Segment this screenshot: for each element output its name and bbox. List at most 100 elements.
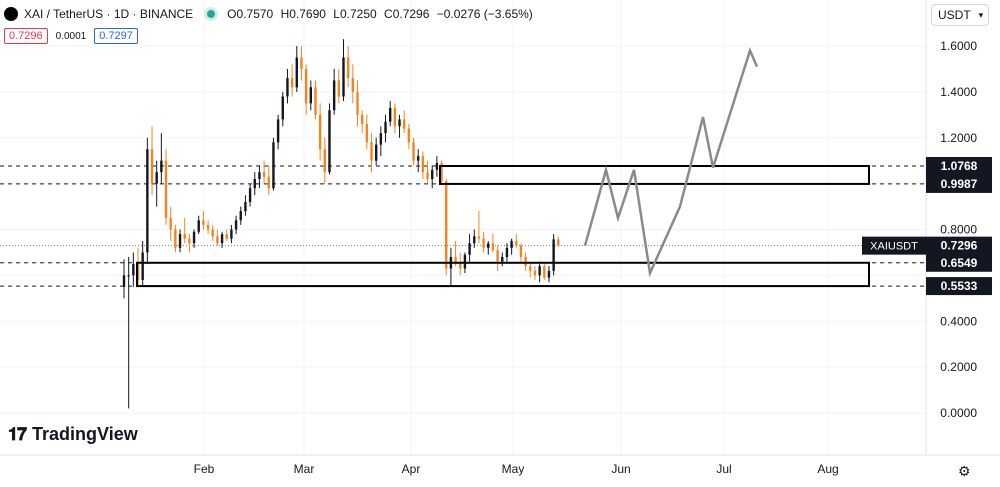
candle-body bbox=[155, 172, 158, 184]
settings-gear-icon[interactable]: ⚙ bbox=[958, 463, 971, 479]
candle-body bbox=[248, 188, 252, 202]
chart-header: XAI / TetherUS · 1D · BINANCE O0.7570 H0… bbox=[4, 4, 537, 24]
projection-path[interactable] bbox=[583, 47, 759, 278]
buy-price-button[interactable]: 0.7297 bbox=[94, 28, 138, 44]
price-label-text: 0.6549 bbox=[941, 256, 978, 270]
candle-body bbox=[146, 149, 149, 253]
sell-price-button[interactable]: 0.7296 bbox=[4, 28, 48, 44]
candle-body bbox=[337, 80, 341, 97]
currency-selector[interactable]: USDT ▾ bbox=[931, 4, 989, 26]
price-label-box bbox=[926, 277, 992, 296]
candle-body bbox=[258, 172, 261, 180]
close-value: 0.7296 bbox=[392, 7, 430, 21]
price-label-text: 0.7296 bbox=[941, 239, 978, 253]
candle-body bbox=[342, 57, 345, 97]
candle-body bbox=[515, 240, 518, 246]
candle-body bbox=[272, 142, 275, 189]
candle-body bbox=[332, 80, 336, 111]
candle-body bbox=[174, 229, 177, 248]
support-zone[interactable] bbox=[136, 261, 870, 288]
candle-body bbox=[538, 266, 541, 276]
vertical-grid bbox=[203, 0, 829, 455]
candle-body bbox=[290, 78, 294, 88]
candle-body bbox=[533, 270, 537, 276]
candle-body bbox=[379, 133, 383, 145]
ohlc-values: O0.7570 H0.7690 L0.7250 C0.7296 −0.0276 … bbox=[227, 7, 537, 21]
low-label: L bbox=[333, 7, 340, 21]
time-tick-label: May bbox=[502, 462, 525, 476]
candle-body bbox=[202, 220, 205, 225]
candle-body bbox=[445, 181, 448, 269]
candle-body bbox=[276, 119, 280, 143]
tradingview-logo[interactable]: 𝟏𝟕 TradingView bbox=[8, 424, 138, 445]
resistance-zone[interactable] bbox=[439, 165, 870, 185]
candle-body bbox=[487, 243, 490, 248]
candle-body bbox=[552, 239, 555, 271]
candle-body bbox=[206, 224, 210, 230]
projection-line[interactable] bbox=[583, 47, 759, 278]
candle-body bbox=[496, 250, 499, 262]
candle-body bbox=[491, 243, 495, 251]
candle-body bbox=[239, 211, 242, 221]
candle-body bbox=[314, 87, 317, 115]
candle-body bbox=[468, 243, 471, 255]
candle-body bbox=[393, 107, 397, 127]
price-tick-label: 0.8000 bbox=[940, 223, 977, 237]
time-tick-label: Jul bbox=[716, 462, 731, 476]
candle-body bbox=[388, 107, 392, 122]
market-status-icon bbox=[207, 10, 216, 18]
candle-body bbox=[459, 261, 462, 269]
candle-body bbox=[160, 160, 163, 173]
price-label-box bbox=[926, 253, 992, 272]
candle-body bbox=[183, 234, 186, 239]
close-label: C bbox=[384, 7, 393, 21]
candle-body bbox=[370, 142, 373, 161]
high-label: H bbox=[280, 7, 290, 21]
candle-body bbox=[141, 252, 144, 280]
candle-body bbox=[360, 114, 364, 124]
price-label-text: 1.0768 bbox=[941, 159, 978, 173]
candle-body bbox=[407, 128, 411, 143]
price-tick-label: 1.4000 bbox=[940, 85, 977, 99]
time-tick-label: Apr bbox=[402, 462, 421, 476]
candle-body bbox=[136, 263, 140, 280]
candle-body bbox=[346, 57, 350, 79]
candle-body bbox=[216, 236, 219, 244]
candle-body bbox=[253, 179, 256, 189]
time-tick-label: Mar bbox=[294, 462, 315, 476]
candle-body bbox=[529, 266, 532, 271]
candle-body bbox=[510, 240, 513, 248]
price-labels: 1.0768 0.9987 XAIUSDT 0.7296 0.6549 0.5533 bbox=[862, 157, 992, 296]
candle-body bbox=[356, 91, 359, 115]
candle-body bbox=[412, 142, 415, 161]
candle-body bbox=[300, 57, 303, 69]
candle-body bbox=[421, 156, 425, 173]
spread-value: 0.0001 bbox=[55, 30, 87, 42]
symbol-title[interactable]: XAI / TetherUS · 1D · BINANCE bbox=[24, 7, 194, 21]
price-tick-label: 1.6000 bbox=[940, 39, 977, 53]
time-tick-label: Feb bbox=[194, 462, 215, 476]
candle-body bbox=[454, 257, 457, 262]
time-axis[interactable]: Feb Mar Apr May Jun Jul Aug bbox=[194, 462, 839, 476]
candles bbox=[122, 39, 560, 409]
price-zones[interactable] bbox=[136, 165, 870, 288]
candle-body bbox=[127, 275, 130, 277]
candle-body bbox=[463, 254, 467, 269]
currency-label: USDT bbox=[938, 8, 971, 22]
candle-body bbox=[482, 238, 485, 248]
candle-body bbox=[384, 121, 387, 134]
candle-body bbox=[323, 149, 327, 173]
candle-body bbox=[295, 57, 298, 88]
candle-body bbox=[304, 68, 308, 104]
price-tick-label: 0.4000 bbox=[940, 314, 977, 328]
candle-body bbox=[286, 78, 289, 97]
candle-body bbox=[220, 234, 224, 244]
candle-body bbox=[234, 220, 238, 230]
candle-body bbox=[557, 239, 560, 246]
candle-body bbox=[374, 144, 378, 161]
candle-body bbox=[417, 156, 420, 161]
candle-body bbox=[318, 114, 322, 150]
price-axis[interactable]: 1.60001.40001.20001.00000.80000.40000.20… bbox=[940, 39, 977, 420]
candle-body bbox=[281, 96, 284, 120]
